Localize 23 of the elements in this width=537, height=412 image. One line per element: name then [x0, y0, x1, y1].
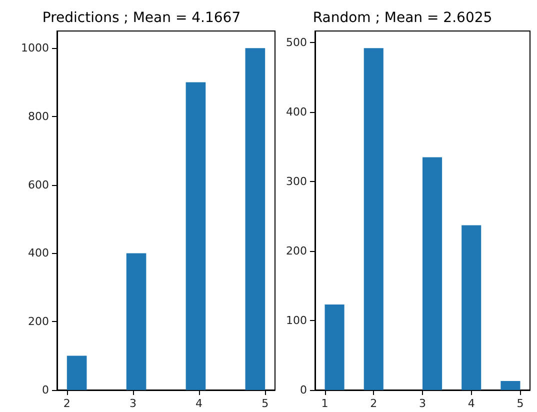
y-tick-label: 100	[286, 314, 307, 328]
x-tick-label: 5	[262, 397, 269, 410]
y-tick-label: 500	[286, 36, 307, 50]
y-tick-label: 300	[286, 175, 307, 188]
x-tick-label: 1	[321, 397, 328, 410]
y-tick-label: 400	[28, 246, 49, 260]
chart-title: Predictions ; Mean = 4.1667	[42, 10, 241, 26]
x-tick-label: 5	[516, 397, 524, 410]
x-tick-label: 4	[196, 397, 203, 410]
y-tick-label: 600	[28, 178, 49, 192]
y-tick-label: 200	[286, 244, 307, 258]
y-tick-label: 0	[42, 384, 49, 396]
y-tick-label: 400	[286, 106, 307, 119]
x-tick-label: 2	[370, 397, 378, 410]
y-tick-label: 1000	[21, 42, 49, 55]
x-tick-label: 4	[468, 397, 475, 410]
x-tick-label: 3	[129, 397, 136, 410]
y-tick-label: 200	[28, 315, 49, 328]
y-tick-label: 0	[300, 384, 307, 396]
x-tick-label: 2	[63, 397, 70, 410]
chart-title: Random ; Mean = 2.6025	[312, 10, 492, 26]
x-tick-label: 3	[419, 397, 426, 410]
y-tick-label: 800	[28, 110, 49, 123]
